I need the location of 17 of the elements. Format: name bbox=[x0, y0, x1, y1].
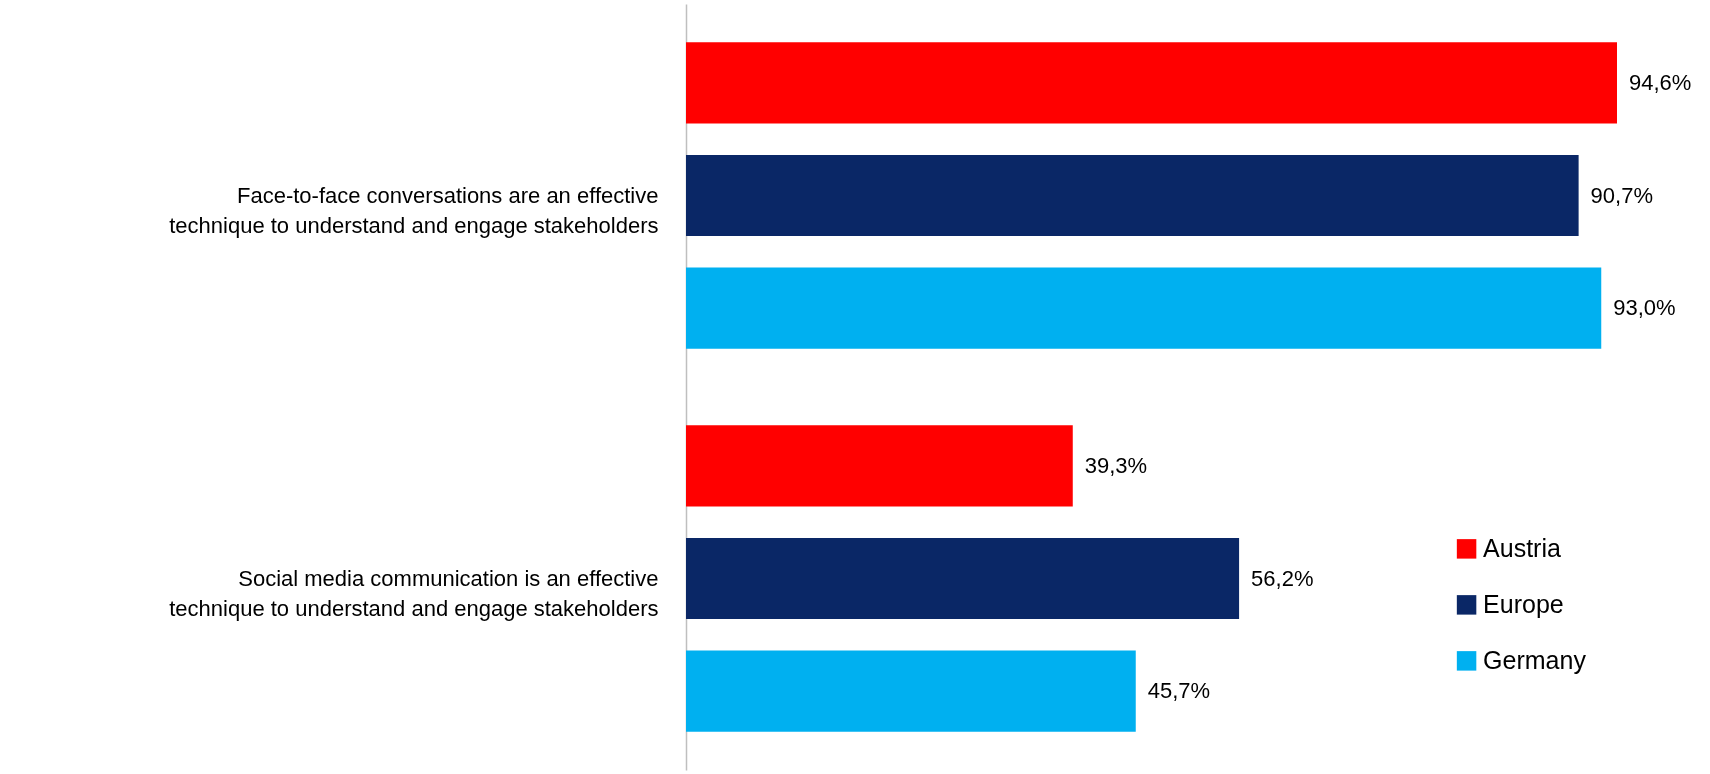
data-label: 90,7% bbox=[1590, 182, 1654, 208]
data-label: 39,3% bbox=[1084, 452, 1148, 478]
bar bbox=[686, 537, 1240, 620]
bar bbox=[686, 154, 1579, 237]
legend-label: Austria bbox=[1483, 533, 1561, 562]
bar bbox=[686, 650, 1136, 732]
y-tick-label: Social media communication is an effective technique to understand and engage stakeholders bbox=[169, 565, 659, 621]
legend-label: Europe bbox=[1483, 589, 1564, 618]
data-label: 56,2% bbox=[1251, 565, 1314, 591]
legend-label: Germany bbox=[1483, 645, 1587, 674]
bar bbox=[686, 42, 1617, 124]
y-tick-label: Face-to-face conversations are an effective technique to understand and engage stakeholders bbox=[169, 182, 659, 238]
bar bbox=[686, 425, 1073, 507]
bar bbox=[686, 267, 1602, 349]
data-label: 94,6% bbox=[1629, 69, 1692, 95]
data-label: 93,0% bbox=[1613, 295, 1676, 321]
data-label: 45,7% bbox=[1147, 678, 1211, 704]
